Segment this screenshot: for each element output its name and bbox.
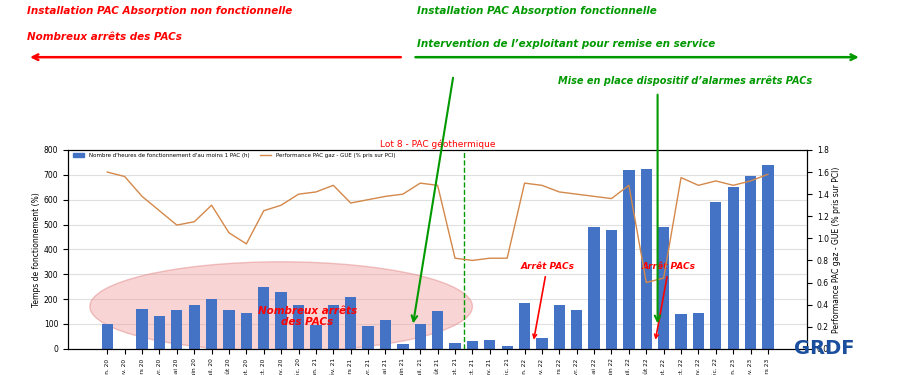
Bar: [658, 227, 669, 349]
Bar: [380, 320, 391, 349]
Bar: [449, 342, 461, 349]
Bar: [223, 310, 235, 349]
Bar: [293, 305, 304, 349]
Text: GRDF: GRDF: [794, 339, 854, 358]
Bar: [762, 165, 774, 349]
Bar: [502, 346, 512, 349]
Bar: [206, 299, 218, 349]
Bar: [189, 305, 200, 349]
Bar: [571, 310, 582, 349]
Bar: [727, 187, 739, 349]
Y-axis label: Temps de fonctionnement (%): Temps de fonctionnement (%): [32, 192, 41, 307]
Bar: [276, 292, 287, 349]
Bar: [640, 169, 652, 349]
Text: Nombreux arrêts des PACs: Nombreux arrêts des PACs: [27, 32, 182, 42]
Text: Intervention de l’exploitant pour remise en service: Intervention de l’exploitant pour remise…: [417, 39, 716, 50]
Text: Arrêt PACs: Arrêt PACs: [642, 262, 696, 338]
Text: Mise en place dispositif d’alarmes arrêts PACs: Mise en place dispositif d’alarmes arrêt…: [558, 75, 812, 86]
Text: Installation PAC Absorption fonctionnelle: Installation PAC Absorption fonctionnell…: [417, 6, 657, 16]
Bar: [484, 340, 495, 349]
Text: Arrêt PACs: Arrêt PACs: [521, 262, 574, 338]
Bar: [240, 313, 252, 349]
Bar: [693, 313, 704, 349]
Bar: [519, 303, 531, 349]
Bar: [258, 286, 269, 349]
Ellipse shape: [90, 262, 473, 351]
Bar: [623, 170, 635, 349]
Bar: [710, 202, 721, 349]
Bar: [397, 344, 408, 349]
Bar: [154, 316, 165, 349]
Title: Lot 8 - PAC géothermique: Lot 8 - PAC géothermique: [380, 140, 495, 149]
Bar: [327, 305, 339, 349]
Bar: [467, 341, 478, 349]
Bar: [536, 338, 548, 349]
Text: Installation PAC Absorption non fonctionnelle: Installation PAC Absorption non fonction…: [27, 6, 292, 16]
Legend: Nombre d'heures de fonctionnement d'au moins 1 PAC (h), Performance PAC gaz - GU: Nombre d'heures de fonctionnement d'au m…: [71, 151, 397, 160]
Bar: [102, 324, 113, 349]
Bar: [310, 325, 322, 349]
Bar: [171, 310, 182, 349]
Bar: [136, 309, 148, 349]
Bar: [363, 326, 374, 349]
Bar: [745, 176, 756, 349]
Bar: [589, 227, 600, 349]
Bar: [553, 305, 565, 349]
Text: Nombreux arrêts
des PACs: Nombreux arrêts des PACs: [258, 306, 356, 327]
Bar: [345, 297, 356, 349]
Bar: [606, 230, 617, 349]
Bar: [676, 314, 687, 349]
Bar: [432, 312, 444, 349]
Y-axis label: Performance PAC gaz - GUE (% pris sur PCI): Performance PAC gaz - GUE (% pris sur PC…: [832, 166, 841, 333]
Bar: [414, 324, 426, 349]
